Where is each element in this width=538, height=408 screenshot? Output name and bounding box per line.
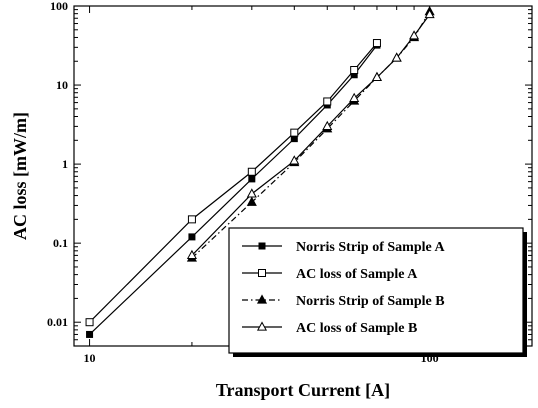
data-point [248,175,256,183]
y-tick-label: 10 [56,78,68,92]
data-point [186,249,197,260]
data-point [86,330,94,338]
legend-entry: Norris Strip of Sample A [242,240,445,255]
data-point [256,321,268,331]
y-tick-label: 0.01 [47,315,68,329]
series-line [191,14,431,256]
data-point [424,8,435,19]
legend-entry: AC loss of Sample A [242,267,418,282]
data-point [409,30,420,40]
data-point [187,215,196,224]
x-tick-label: 10 [84,351,96,365]
series-3 [186,5,435,262]
data-point [350,66,359,75]
data-point [290,128,299,137]
legend-entry: AC loss of Sample B [242,321,417,336]
x-axis-title: Transport Current [A] [216,380,390,400]
legend-label: AC loss of Sample B [296,321,417,336]
series-layer [85,5,435,338]
legend: Norris Strip of Sample A AC loss of Sampl… [228,227,527,357]
data-point [258,269,266,277]
data-point [247,167,256,176]
data-point [256,294,268,304]
y-tick-label: 1 [62,157,68,171]
series-4 [186,8,435,260]
legend-box [228,227,524,354]
y-tick-label: 0.1 [53,236,68,250]
data-point [371,71,382,82]
data-point [391,52,402,62]
data-point [289,155,300,165]
legend-label: Norris Strip of Sample B [296,294,445,309]
data-point [323,97,332,106]
y-axis-title: AC loss [mW/m] [10,112,30,240]
y-tick-label: 100 [50,0,68,13]
data-point [246,188,257,198]
legend-label: AC loss of Sample A [296,267,418,282]
data-point [372,39,381,48]
series-2 [85,39,381,327]
data-point [349,92,360,102]
series-line [191,11,431,259]
legend-label: Norris Strip of Sample A [296,240,445,255]
data-point [188,233,196,241]
data-point [258,242,266,250]
data-point [246,196,257,206]
data-point [85,318,94,327]
data-point [322,120,333,131]
legend-entry: Norris Strip of Sample B [242,294,445,309]
